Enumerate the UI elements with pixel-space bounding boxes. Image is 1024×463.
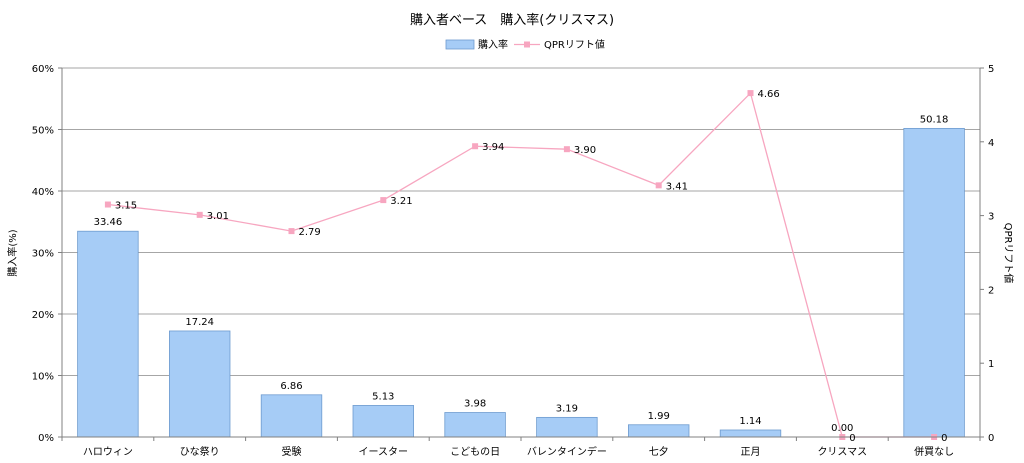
- y2-tick-label: 1: [988, 359, 994, 370]
- bar-value-label: 5.13: [372, 391, 394, 402]
- bar-value-label: 3.98: [464, 399, 486, 410]
- line-marker: [104, 201, 111, 208]
- line-marker: [747, 90, 754, 97]
- y-tick-label: 20%: [32, 310, 54, 321]
- y2-tick-label: 4: [988, 138, 994, 149]
- bar: [628, 424, 690, 438]
- chart-title: 購入者ベース 購入率(クリスマス): [410, 12, 614, 28]
- y-tick-label: 10%: [32, 372, 54, 383]
- y2-tick-label: 0: [988, 433, 994, 444]
- x-tick-label: ハロウィン: [83, 446, 133, 458]
- line-value-label: 3.21: [390, 196, 412, 207]
- legend: 購入率 QPRリフト値: [445, 38, 605, 51]
- x-tick-label: こどもの日: [450, 446, 500, 458]
- y2-tick-label: 3: [988, 212, 994, 223]
- y-axis-title: 購入率(%): [6, 229, 19, 276]
- bar: [169, 330, 231, 438]
- data-labels: 33.46 17.24 6.86 5.13 3.98 3.19 1.99 1.14 0.00 50…: [94, 89, 949, 444]
- bar: [903, 127, 965, 438]
- x-tick-label: 正月: [741, 446, 761, 458]
- line-marker: [380, 197, 387, 204]
- line-marker: [472, 143, 479, 150]
- x-tick-label: ひな祭り: [180, 446, 220, 458]
- line-value-label: 0: [941, 433, 947, 444]
- bar-value-label: 1.99: [648, 411, 670, 422]
- x-tick-label: 七夕: [649, 446, 669, 458]
- line-value-label: 3.01: [207, 211, 229, 222]
- y2-tick-label: 2: [988, 285, 994, 296]
- line-value-label: 2.79: [299, 227, 321, 238]
- x-tick-label: バレンタインデー: [527, 445, 607, 458]
- bar: [719, 429, 782, 438]
- bar: [444, 412, 506, 438]
- line-value-label: 4.66: [758, 89, 780, 100]
- y-tick-label: 0%: [38, 433, 54, 444]
- x-tick-label: 受験: [282, 445, 302, 458]
- axes: 0% 10% 20% 30% 40% 50% 60% 0 1 2 3 4 5 ハロウィン ひな祭り 受験 イース…: [32, 64, 995, 458]
- line-marker: [196, 211, 203, 218]
- line-value-label: 0: [849, 433, 855, 444]
- y-tick-label: 30%: [32, 249, 54, 260]
- bar-series: [77, 127, 965, 438]
- bar-value-label: 1.14: [739, 416, 761, 427]
- y-tick-label: 50%: [32, 126, 54, 137]
- bar: [260, 394, 323, 438]
- bar-value-label: 3.19: [556, 403, 578, 414]
- line-value-label: 3.90: [574, 145, 596, 156]
- x-tick-label: クリスマス: [817, 446, 867, 458]
- line-value-label: 3.94: [482, 142, 504, 153]
- bar: [77, 230, 139, 438]
- y-tick-label: 40%: [32, 187, 54, 198]
- series-line: [107, 91, 935, 438]
- y-tick-label: 60%: [32, 64, 54, 75]
- line-marker: [288, 228, 295, 235]
- legend-line-marker: [524, 41, 530, 48]
- bar: [352, 405, 414, 438]
- line-value-label: 3.15: [115, 201, 137, 212]
- bar-value-label: 17.24: [185, 317, 214, 328]
- line-marker: [655, 182, 662, 189]
- x-tick-label: イースター: [359, 446, 409, 458]
- bar-value-label: 6.86: [280, 381, 302, 392]
- legend-bar-label: 購入率: [478, 38, 508, 51]
- bar-value-label: 33.46: [94, 217, 123, 228]
- bar-value-label: 50.18: [920, 114, 949, 125]
- legend-line-label: QPRリフト値: [544, 38, 605, 51]
- line-value-label: 3.41: [666, 181, 688, 192]
- y2-axis-title: QPRリフト値: [1002, 223, 1015, 284]
- line-marker: [563, 146, 570, 153]
- bar: [536, 416, 598, 438]
- legend-bar-swatch: [445, 39, 475, 50]
- x-tick-label: 併買なし: [914, 445, 954, 458]
- y2-tick-label: 5: [988, 64, 994, 75]
- bar-value-label: 0.00: [831, 423, 853, 434]
